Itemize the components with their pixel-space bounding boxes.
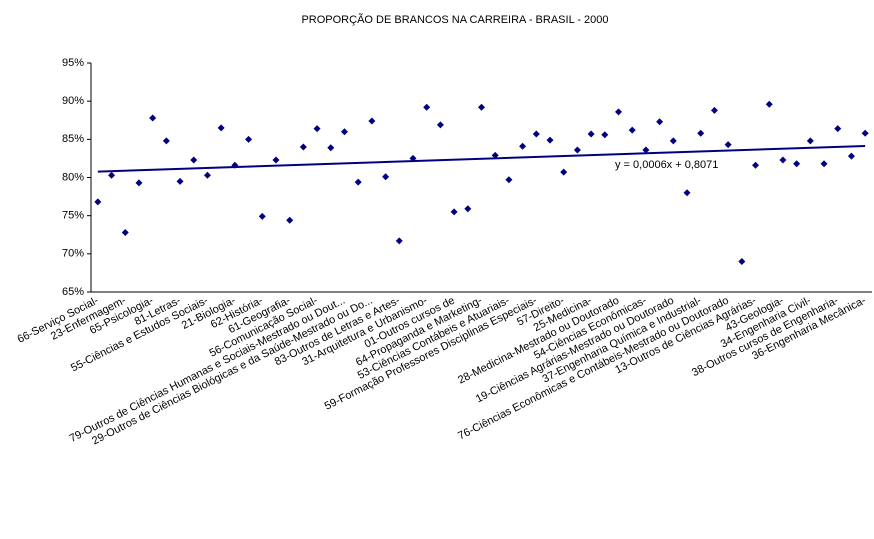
data-point: [491, 151, 499, 159]
data-point: [478, 103, 485, 111]
data-point: [505, 176, 513, 184]
data-point: [313, 125, 321, 133]
y-tick-label: 65%: [62, 286, 84, 298]
data-point: [272, 156, 280, 164]
data-point: [327, 144, 335, 152]
data-point: [806, 137, 814, 145]
data-point: [847, 152, 855, 160]
data-point: [765, 100, 773, 108]
data-point: [601, 131, 609, 139]
data-point: [286, 216, 294, 224]
data-point: [368, 117, 376, 125]
data-point: [628, 126, 636, 134]
data-point: [615, 108, 623, 116]
y-tick-label: 95%: [62, 57, 84, 69]
data-point: [108, 171, 116, 179]
data-point: [340, 128, 348, 136]
data-point: [683, 189, 691, 197]
data-point: [779, 156, 787, 164]
data-point: [820, 160, 828, 168]
data-point: [587, 130, 595, 138]
data-point: [299, 143, 307, 151]
data-point: [710, 106, 718, 114]
data-point: [217, 124, 225, 132]
data-point: [464, 205, 472, 213]
data-point: [176, 177, 184, 185]
data-point: [382, 173, 390, 181]
y-tick-label: 85%: [62, 133, 84, 145]
data-point: [149, 114, 157, 122]
data-point: [861, 129, 869, 137]
data-point: [519, 142, 527, 150]
data-point: [450, 208, 458, 216]
y-tick-label: 90%: [62, 95, 84, 107]
data-point: [697, 129, 705, 137]
data-point: [135, 179, 143, 187]
data-point: [724, 141, 732, 149]
data-point: [669, 137, 677, 145]
data-point: [121, 228, 129, 236]
chart-title: PROPORÇÃO DE BRANCOS NA CARREIRA - BRASI…: [301, 13, 608, 26]
data-point: [423, 103, 431, 111]
data-point: [656, 118, 664, 126]
data-point: [532, 130, 540, 138]
data-point: [395, 237, 403, 245]
y-tick-label: 80%: [62, 171, 84, 183]
data-point: [354, 178, 362, 186]
data-point: [190, 156, 198, 164]
data-point: [203, 171, 211, 179]
data-point: [546, 136, 554, 144]
trendline: [97, 144, 866, 173]
data-point: [436, 121, 444, 129]
data-point: [560, 168, 568, 176]
data-point: [738, 257, 746, 265]
data-point: [258, 212, 266, 220]
data-point: [752, 161, 760, 169]
data-point: [834, 125, 842, 133]
data-point: [162, 137, 170, 145]
data-point: [793, 160, 801, 168]
data-point: [642, 146, 650, 154]
data-point: [573, 146, 581, 154]
y-tick-label: 75%: [62, 210, 84, 222]
data-point: [245, 135, 253, 143]
trendline-label: y = 0,0006x + 0,8071: [615, 159, 718, 171]
y-tick-label: 70%: [62, 248, 84, 260]
data-point: [94, 198, 102, 206]
